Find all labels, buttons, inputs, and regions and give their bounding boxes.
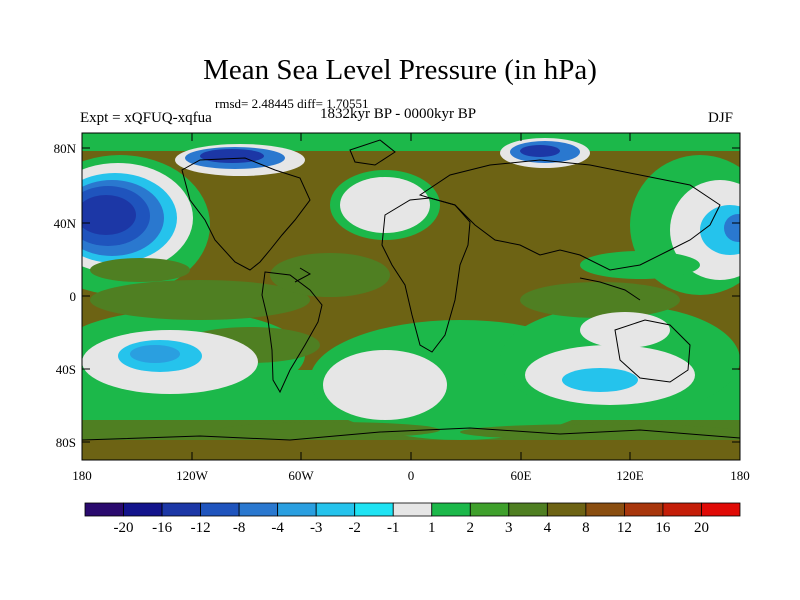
colorbar-label: -16 [152, 520, 173, 536]
map-title: Mean Sea Level Pressure (in hPa) [203, 54, 597, 86]
colorbar-label: 12 [616, 520, 632, 536]
lon-label: 0 [407, 468, 415, 483]
colorbar-label: -12 [190, 520, 211, 536]
colorbar-label: -4 [271, 520, 284, 536]
colorbar-box [123, 502, 163, 517]
colorbar-box [431, 502, 471, 517]
colorbar-box [508, 502, 548, 517]
colorbar-label: -2 [348, 520, 361, 536]
rmsd-diff-stats: rmsd= 2.48445 diff= 1.70551 [215, 96, 369, 111]
colorbar-label: -3 [309, 520, 323, 536]
colorbar-label: -1 [386, 520, 400, 536]
lon-label: 180 [730, 468, 750, 483]
colorbar-box [238, 502, 279, 517]
colorbar-box [84, 502, 124, 517]
colorbar-box [701, 502, 741, 517]
lat-label: 40N [53, 216, 76, 231]
lat-label: 80N [53, 141, 76, 156]
colorbar-label: 16 [655, 520, 671, 536]
lon-label: 120W [176, 468, 208, 483]
colorbar-box [662, 502, 702, 517]
lat-label: 0 [69, 289, 77, 304]
coastlines [82, 139, 740, 441]
lon-label: 60W [288, 468, 314, 483]
colorbar-box [200, 502, 240, 517]
colorbar-label: 2 [466, 520, 475, 536]
colorbar-box [624, 502, 664, 517]
colorbar-label: 8 [582, 520, 590, 536]
lon-label: 180 [72, 468, 92, 483]
axis-ticks [82, 133, 740, 460]
colorbar-box [392, 502, 433, 517]
colorbar [84, 502, 741, 517]
colorbar-box [354, 502, 394, 517]
lat-label: 80S [55, 435, 76, 450]
colorbar-box [315, 502, 356, 517]
colorbar-label: 4 [543, 520, 552, 536]
experiment-label: Expt = xQFUQ-xqfua [80, 110, 212, 126]
colorbar-box [469, 502, 510, 517]
colorbar-label: 20 [694, 520, 709, 536]
colorbar-box [161, 502, 201, 517]
pressure-field [82, 133, 740, 460]
colorbar-box [546, 502, 587, 517]
colorbar-label: 3 [505, 520, 513, 536]
lon-label: 60E [510, 468, 532, 483]
season-label: DJF [708, 110, 734, 126]
colorbar-label: 1 [428, 520, 436, 536]
lon-label: 120E [616, 468, 644, 483]
colorbar-label: -20 [113, 520, 134, 536]
colorbar-box [585, 502, 625, 517]
lat-label: 40S [55, 362, 76, 377]
colorbar-box [277, 502, 317, 517]
colorbar-label: -8 [232, 520, 246, 536]
period-label: 1832kyr BP - 0000kyr BP [320, 106, 477, 122]
